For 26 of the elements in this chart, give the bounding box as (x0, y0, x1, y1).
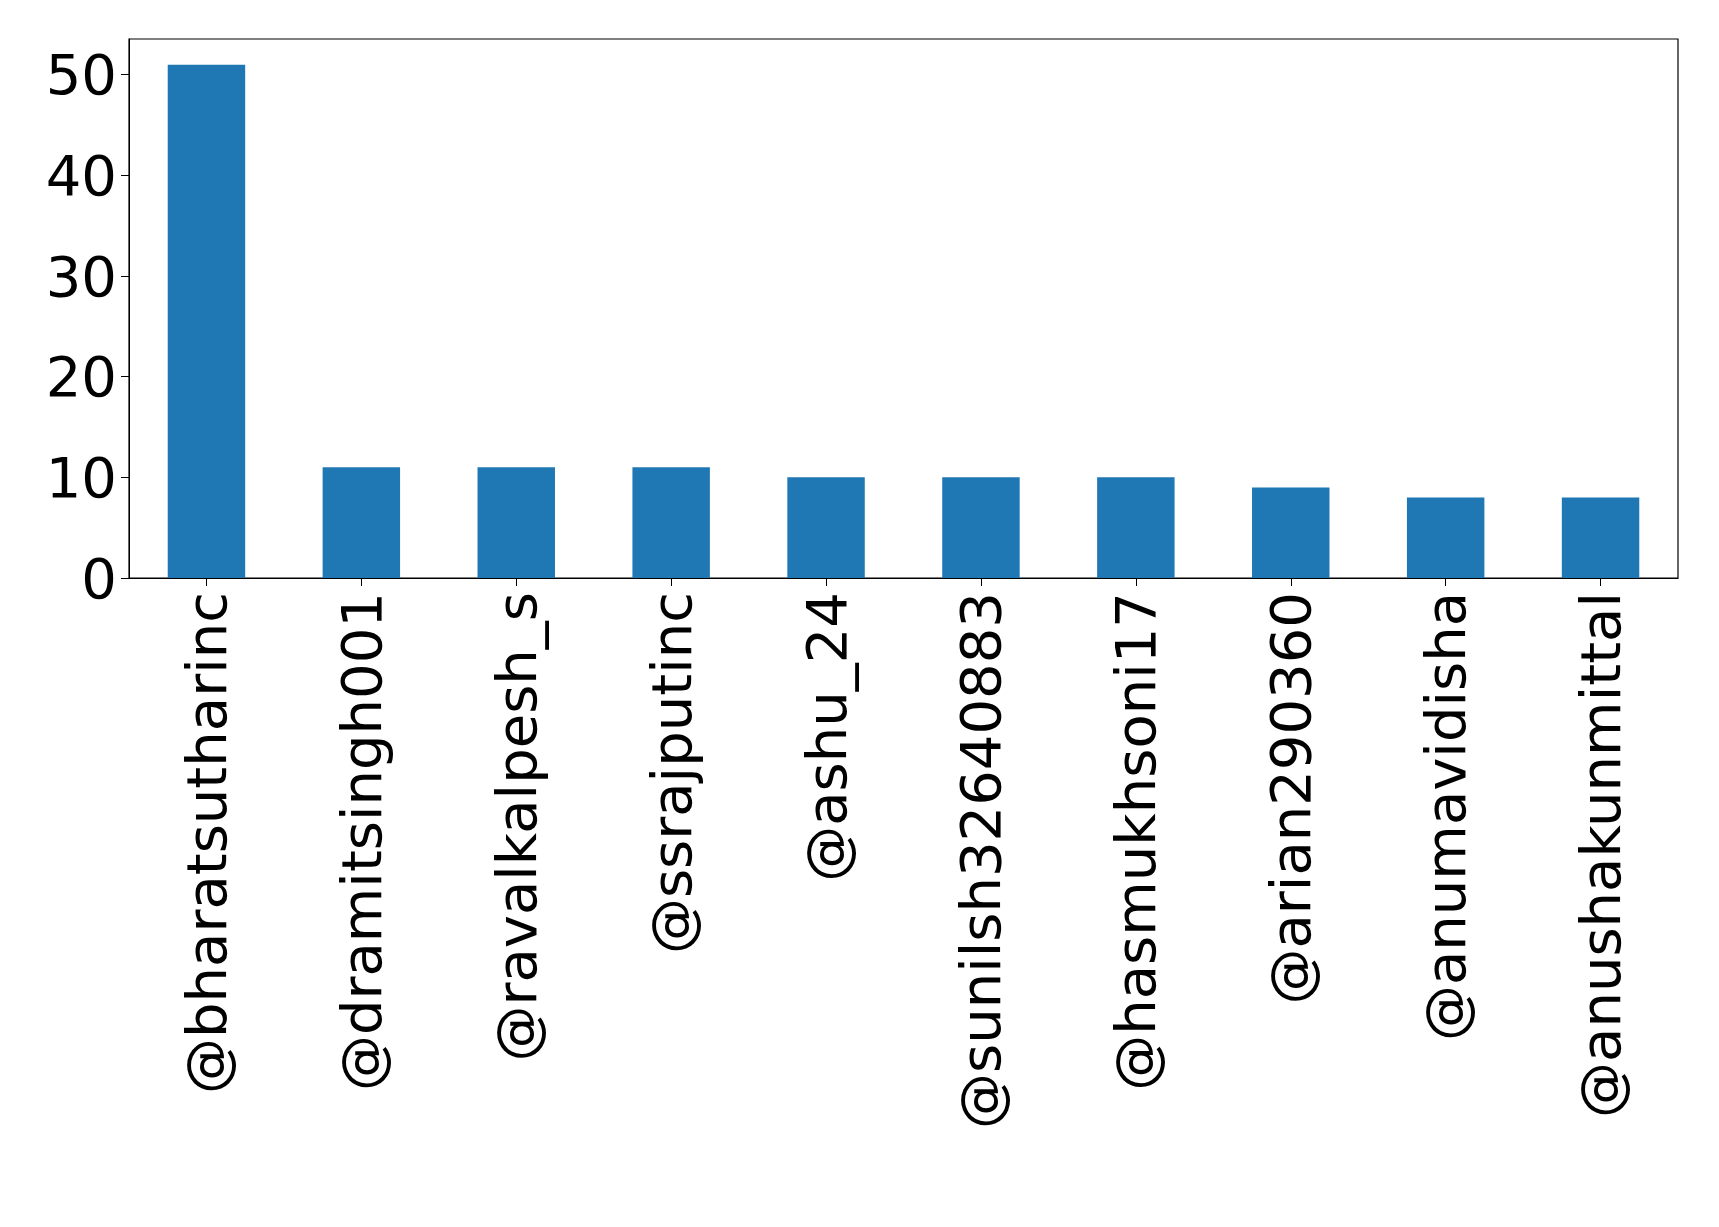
x-tick-label: @anumavidisha (1413, 592, 1479, 1041)
bar (1097, 477, 1175, 578)
bar (1252, 487, 1330, 578)
bar (1561, 497, 1640, 578)
x-tick-label: @arian290360 (1258, 592, 1324, 1005)
y-tick-label: 20 (45, 344, 117, 410)
x-tick-label: @ravalkalpesh_s (483, 592, 549, 1062)
bar (787, 477, 865, 578)
y-tick-label: 10 (45, 444, 117, 510)
y-tick-label: 50 (45, 42, 117, 108)
bar (942, 477, 1020, 578)
bar (1406, 497, 1485, 578)
x-tick-label: @sunilsh32640883 (948, 592, 1014, 1129)
bar (322, 467, 401, 578)
x-tick-label: @anushakunmittal (1568, 592, 1634, 1118)
x-tick-label: @dramitsingh001 (328, 592, 394, 1092)
bar (167, 64, 246, 578)
x-tick-label: @bharatsutharinc (173, 592, 239, 1094)
x-tick-label: @hasmukhsoni17 (1103, 592, 1169, 1091)
x-tick-label: @ssrajputinc (638, 592, 704, 955)
y-tick-label: 0 (81, 545, 117, 611)
bar (477, 467, 555, 578)
x-tick-label: @ashu_24 (793, 592, 859, 882)
y-tick-label: 40 (45, 142, 117, 208)
bar (632, 467, 710, 578)
y-tick-label: 30 (45, 243, 117, 309)
